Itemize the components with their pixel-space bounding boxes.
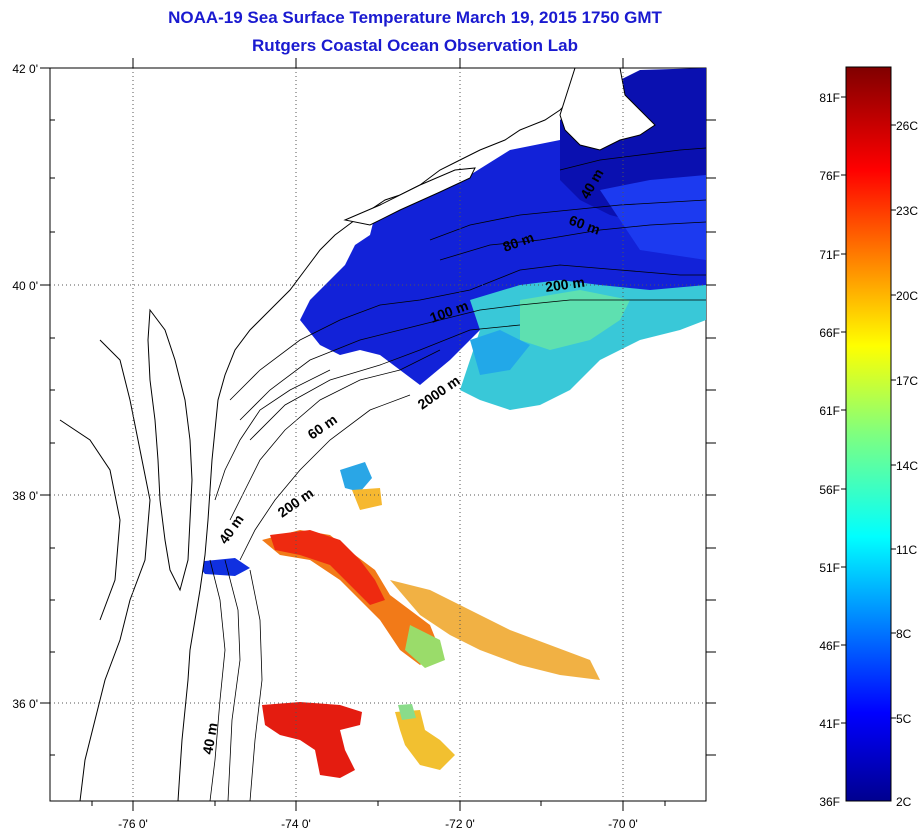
lon-tick-label: -74 0' bbox=[281, 817, 311, 831]
colorbar-c-label: 17C bbox=[896, 374, 918, 388]
lat-tick-label: 38 0' bbox=[12, 489, 38, 503]
axis-ticks bbox=[40, 58, 716, 811]
lon-tick-label: -70 0' bbox=[608, 817, 638, 831]
colorbar-c-label: 14C bbox=[896, 459, 918, 473]
latitude-labels: 42 0' 40 0' 38 0' 36 0' bbox=[12, 62, 38, 711]
lat-tick-label: 42 0' bbox=[12, 62, 38, 76]
colorbar bbox=[845, 66, 892, 802]
land-masses bbox=[50, 68, 656, 801]
chart-subtitle: Rutgers Coastal Ocean Observation Lab bbox=[252, 36, 578, 55]
colorbar-f-label: 76F bbox=[819, 169, 840, 183]
bathymetry-contours bbox=[209, 147, 706, 801]
colorbar-c-label: 23C bbox=[896, 204, 918, 218]
chart-title: NOAA-19 Sea Surface Temperature March 19… bbox=[168, 8, 662, 27]
depth-label: 40 m bbox=[199, 721, 220, 755]
lat-tick-label: 36 0' bbox=[12, 697, 38, 711]
colorbar-fahrenheit-labels: 81F 76F 71F 66F 61F 56F 51F 46F 41F 36F bbox=[819, 91, 840, 809]
lon-tick-label: -72 0' bbox=[445, 817, 475, 831]
colorbar-celsius-labels: 26C 23C 20C 17C 14C 11C 8C 5C 2C bbox=[896, 119, 918, 809]
longitude-labels: -76 0' -74 0' -72 0' -70 0' bbox=[118, 817, 638, 831]
colorbar-c-label: 26C bbox=[896, 119, 918, 133]
colorbar-ticks bbox=[841, 96, 896, 724]
colorbar-c-label: 2C bbox=[896, 795, 912, 809]
sst-data-layer bbox=[195, 68, 706, 778]
colorbar-c-label: 5C bbox=[896, 712, 912, 726]
colorbar-f-label: 56F bbox=[819, 483, 840, 497]
colorbar-f-label: 36F bbox=[819, 795, 840, 809]
colorbar-f-label: 66F bbox=[819, 326, 840, 340]
graticule bbox=[50, 68, 706, 801]
depth-label: 200 m bbox=[544, 274, 586, 295]
colorbar-f-label: 61F bbox=[819, 404, 840, 418]
colorbar-c-label: 8C bbox=[896, 627, 912, 641]
colorbar-f-label: 51F bbox=[819, 561, 840, 575]
colorbar-f-label: 46F bbox=[819, 639, 840, 653]
colorbar-c-label: 11C bbox=[896, 543, 917, 557]
colorbar-f-label: 71F bbox=[819, 248, 840, 262]
colorbar-f-label: 81F bbox=[819, 91, 840, 105]
lon-tick-label: -76 0' bbox=[118, 817, 148, 831]
colorbar-c-label: 20C bbox=[896, 289, 918, 303]
colorbar-f-label: 41F bbox=[819, 717, 840, 731]
lat-tick-label: 40 0' bbox=[12, 279, 38, 293]
